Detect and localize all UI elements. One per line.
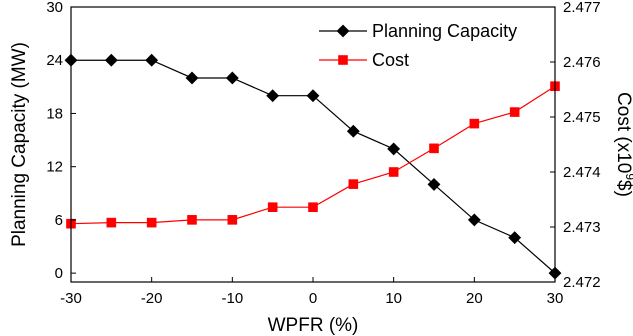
- legend-marker-cost: [338, 55, 348, 65]
- x-tick-label-0: 0: [309, 290, 317, 307]
- planning-capacity-point--25: [104, 53, 118, 67]
- cost-point-15: [429, 143, 439, 154]
- axis-layer: -30 -20 -10 0 10 20 3006121824302.4722.4732.47…: [46, 0, 600, 307]
- cost-point-0: [308, 202, 318, 212]
- right-y-axis-title-superscript: 9: [623, 173, 633, 180]
- right-y-tick-label-2.474: 2.474: [563, 164, 601, 181]
- legend-label-cost: Cost: [372, 50, 409, 70]
- cost-point--20: [146, 217, 157, 228]
- x-tick-label--20: -20: [141, 290, 163, 307]
- planning-capacity-point--10: [225, 71, 239, 85]
- left-y-tick-label-12: 12: [46, 159, 63, 176]
- x-tick-label-10: 10: [385, 290, 402, 307]
- right-y-axis-title: Cost (x109$): [613, 92, 633, 197]
- right-y-axis-title-suffix: $): [613, 180, 633, 197]
- planning-capacity-point-0: [306, 89, 320, 103]
- right-y-tick-label-2.476: 2.476: [563, 54, 601, 71]
- right-y-tick-label-2.473: 2.473: [563, 219, 601, 236]
- right-y-tick-label-2.472: 2.472: [563, 274, 601, 291]
- x-axis-title: WPFR (%): [268, 315, 359, 336]
- right-y-tick-label-2.477: 2.477: [563, 0, 601, 16]
- left-y-tick-label-24: 24: [46, 52, 63, 69]
- planning-capacity-point--20: [145, 53, 159, 67]
- x-tick-label-20: 20: [466, 290, 483, 307]
- x-tick-label-30: 30: [547, 290, 564, 307]
- planning-capacity-point-15: [427, 177, 441, 191]
- left-y-tick-label-18: 18: [46, 105, 63, 122]
- cost-point-20: [469, 118, 480, 129]
- planning-capacity-point-20: [467, 213, 481, 227]
- cost-point--25: [106, 217, 117, 228]
- cost-point-25: [509, 107, 520, 117]
- planning-capacity-point-10: [387, 142, 401, 156]
- x-tick-label--30: -30: [60, 290, 82, 307]
- planning-capacity-point--15: [185, 71, 199, 85]
- right-y-tick-label-2.475: 2.475: [563, 109, 601, 126]
- cost-point-5: [348, 179, 359, 189]
- cost-point--5: [267, 202, 278, 212]
- left-y-tick-label-6: 6: [55, 212, 63, 229]
- cost-point--10: [227, 215, 238, 225]
- x-tick-label--10: -10: [221, 290, 243, 307]
- legend-label-planning-capacity: Planning Capacity: [372, 21, 517, 41]
- planning-capacity-point-25: [508, 231, 522, 245]
- legend-marker-planning-capacity: [336, 24, 350, 38]
- planning-capacity-point-5: [346, 124, 360, 138]
- right-y-axis-title-main: Cost (x10: [613, 92, 633, 173]
- planning-capacity-point--5: [266, 89, 280, 103]
- plot-layer: [64, 53, 562, 280]
- cost-point--15: [187, 215, 197, 225]
- left-y-tick-label-0: 0: [55, 265, 63, 282]
- legend: Planning Capacity Cost: [319, 21, 517, 70]
- cost-point-10: [388, 167, 399, 177]
- left-y-tick-label-30: 30: [46, 0, 63, 16]
- plot-frame: [70, 6, 556, 283]
- left-y-axis-title: Planning Capacity (MW): [9, 42, 30, 247]
